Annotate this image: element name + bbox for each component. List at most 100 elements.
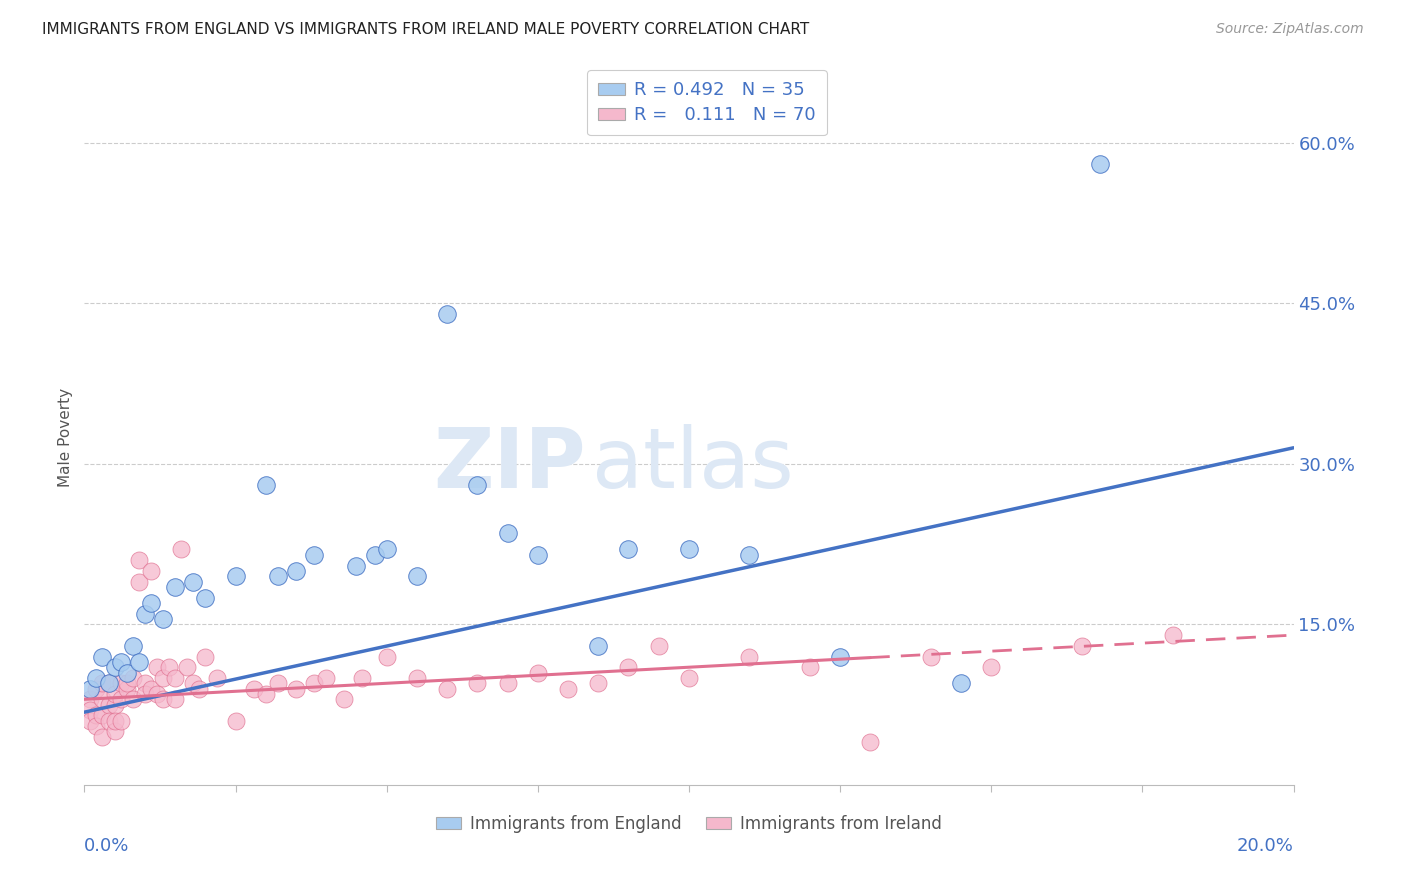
Point xyxy=(157,660,180,674)
Point xyxy=(194,649,217,664)
Point xyxy=(79,714,101,728)
Point xyxy=(467,676,489,690)
Point xyxy=(139,564,162,578)
Point xyxy=(86,681,108,696)
Point xyxy=(738,649,761,664)
Point xyxy=(146,660,169,674)
Point xyxy=(86,708,108,723)
Point xyxy=(91,676,114,690)
Point xyxy=(678,671,700,685)
Point xyxy=(152,671,174,685)
Text: atlas: atlas xyxy=(592,425,794,506)
Point xyxy=(188,681,211,696)
Point xyxy=(181,676,204,690)
Point xyxy=(86,671,108,685)
Y-axis label: Male Poverty: Male Poverty xyxy=(58,387,73,487)
Point xyxy=(588,639,610,653)
Point xyxy=(1071,639,1094,653)
Point xyxy=(110,692,132,706)
Point xyxy=(128,655,150,669)
Point xyxy=(588,676,610,690)
Point xyxy=(110,655,132,669)
Point xyxy=(496,526,519,541)
Point xyxy=(121,692,143,706)
Point xyxy=(165,692,187,706)
Text: Source: ZipAtlas.com: Source: ZipAtlas.com xyxy=(1216,22,1364,37)
Point xyxy=(1161,628,1184,642)
Point xyxy=(91,730,114,744)
Point xyxy=(267,569,290,583)
Point xyxy=(79,692,101,706)
Point xyxy=(207,671,229,685)
Point xyxy=(436,681,458,696)
Point xyxy=(375,649,398,664)
Point xyxy=(79,681,101,696)
Text: IMMIGRANTS FROM ENGLAND VS IMMIGRANTS FROM IRELAND MALE POVERTY CORRELATION CHAR: IMMIGRANTS FROM ENGLAND VS IMMIGRANTS FR… xyxy=(42,22,810,37)
Point xyxy=(352,671,374,685)
Point xyxy=(375,542,398,557)
Point xyxy=(678,542,700,557)
Point xyxy=(302,548,325,562)
Point xyxy=(139,596,162,610)
Point xyxy=(115,676,138,690)
Point xyxy=(86,719,108,733)
Point xyxy=(165,580,187,594)
Point xyxy=(110,714,132,728)
Point xyxy=(920,649,942,664)
Point xyxy=(181,574,204,589)
Point xyxy=(496,676,519,690)
Point xyxy=(170,542,193,557)
Text: ZIP: ZIP xyxy=(433,425,586,506)
Point xyxy=(91,708,114,723)
Point xyxy=(467,478,489,492)
Point xyxy=(527,548,550,562)
Point xyxy=(346,558,368,573)
Point xyxy=(104,714,127,728)
Point xyxy=(254,478,277,492)
Point xyxy=(738,548,761,562)
Point xyxy=(406,671,429,685)
Point xyxy=(152,692,174,706)
Point xyxy=(97,698,120,712)
Point xyxy=(527,665,550,680)
Point xyxy=(799,660,821,674)
Point xyxy=(267,676,290,690)
Legend: Immigrants from England, Immigrants from Ireland: Immigrants from England, Immigrants from… xyxy=(430,808,948,839)
Point xyxy=(115,681,138,696)
Point xyxy=(254,687,277,701)
Point xyxy=(859,735,882,749)
Point xyxy=(121,639,143,653)
Point xyxy=(97,676,120,690)
Point xyxy=(436,307,458,321)
Point xyxy=(617,542,640,557)
Point xyxy=(302,676,325,690)
Point xyxy=(97,676,120,690)
Point xyxy=(128,574,150,589)
Point xyxy=(176,660,198,674)
Point xyxy=(557,681,579,696)
Point xyxy=(980,660,1002,674)
Point xyxy=(128,553,150,567)
Point xyxy=(91,692,114,706)
Point xyxy=(315,671,337,685)
Point xyxy=(104,698,127,712)
Point xyxy=(134,607,156,621)
Point xyxy=(950,676,973,690)
Point xyxy=(134,687,156,701)
Point xyxy=(104,687,127,701)
Point xyxy=(121,671,143,685)
Point xyxy=(363,548,385,562)
Point xyxy=(1088,157,1111,171)
Point xyxy=(165,671,187,685)
Point xyxy=(830,649,852,664)
Point xyxy=(104,660,127,674)
Text: 0.0%: 0.0% xyxy=(84,837,129,855)
Point xyxy=(333,692,356,706)
Point xyxy=(225,569,247,583)
Point xyxy=(617,660,640,674)
Point xyxy=(146,687,169,701)
Point xyxy=(134,676,156,690)
Point xyxy=(110,676,132,690)
Point xyxy=(285,681,308,696)
Point xyxy=(242,681,264,696)
